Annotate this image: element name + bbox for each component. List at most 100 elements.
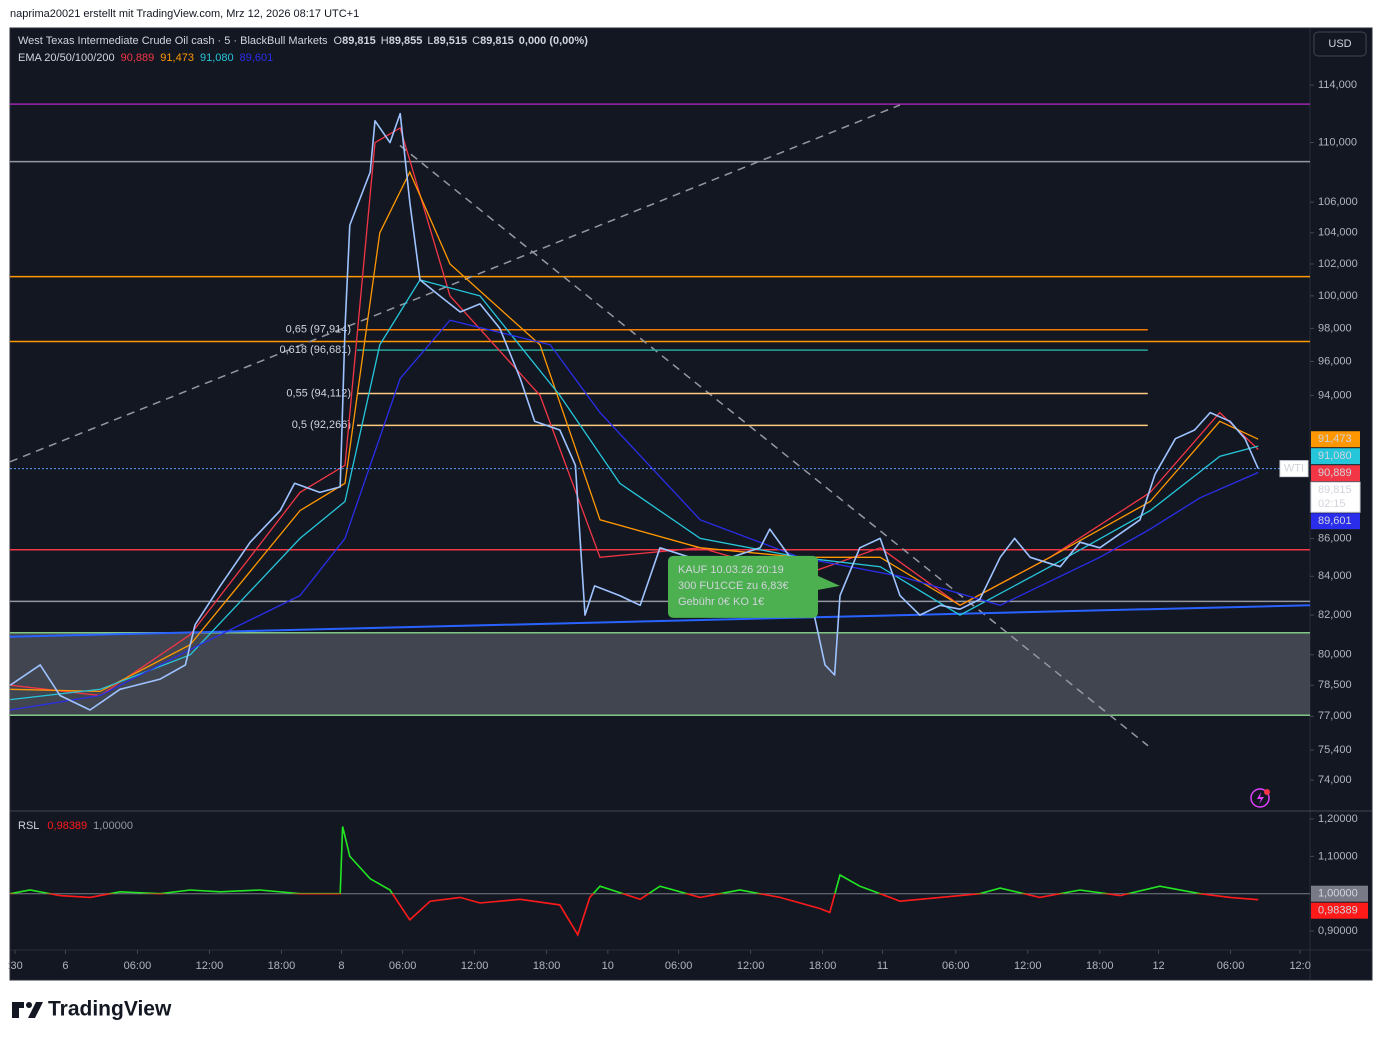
x-tick-label: :30	[7, 960, 22, 972]
indicator-name: EMA 20/50/100/200	[18, 52, 115, 64]
x-tick-label: 18:00	[809, 960, 837, 972]
y-tick-label: 80,000	[1318, 649, 1352, 661]
x-tick-label: 8	[338, 960, 344, 972]
annotation-text: 300 FU1CCE zu 6,83€	[678, 580, 789, 592]
rsl-value: 0,98389	[47, 820, 87, 832]
ema-line	[10, 127, 1259, 697]
price-tag	[1311, 513, 1360, 530]
ohlc-key: L	[427, 35, 433, 47]
x-tick-label: 06:00	[389, 960, 417, 972]
change: 0,000 (0,00%)	[519, 35, 588, 47]
trendline	[399, 144, 1149, 747]
alert-icon[interactable]	[1250, 788, 1270, 808]
ohlc-value: 89,815	[480, 35, 514, 47]
x-tick-label: 06:00	[665, 960, 693, 972]
rsl-name: RSL	[18, 820, 39, 832]
y-tick-label: 96,000	[1318, 355, 1352, 367]
y-tick-label: 84,000	[1318, 570, 1352, 582]
y-tick-label: 75,400	[1318, 744, 1352, 756]
symbol-label: WTI	[1284, 463, 1304, 475]
price-tag-label: 90,889	[1318, 467, 1352, 479]
rsl-line	[10, 826, 1259, 937]
x-tick-label: 6	[62, 960, 68, 972]
y-tick-label: 86,000	[1318, 532, 1352, 544]
rsl-tick-label: 1,20000	[1318, 813, 1358, 825]
ema-line	[10, 170, 1259, 693]
annotation-text: Gebühr 0€ KO 1€	[678, 596, 764, 608]
price-tag-label: 89,601	[1318, 515, 1352, 527]
ema-line	[10, 279, 1259, 701]
chart-frame	[9, 27, 1373, 981]
y-tick-label: 94,000	[1318, 389, 1352, 401]
y-tick-label: 104,000	[1318, 227, 1358, 239]
fib-label: 0,5 (92,266)	[292, 419, 351, 431]
countdown: 02:15	[1318, 498, 1346, 510]
last-price-tag	[1310, 481, 1361, 513]
y-tick-label: 106,000	[1318, 196, 1358, 208]
indicator-value: 91,473	[160, 52, 194, 64]
ohlc-key: H	[381, 35, 389, 47]
indicator-value: 91,080	[200, 52, 234, 64]
rsl-tick-label: 0,90000	[1318, 925, 1358, 937]
price-line	[10, 112, 1259, 711]
fib-label: 0,618 (96,681)	[279, 344, 351, 356]
price-tag	[1311, 448, 1360, 465]
x-tick-label: 06:00	[124, 960, 152, 972]
x-tick-label: 12:0	[1289, 960, 1310, 972]
rsl-value-tag-label: 0,98389	[1318, 905, 1358, 917]
symbol-tag	[1279, 460, 1309, 478]
brand: TradingView	[48, 998, 172, 1021]
indicator-value: 90,889	[121, 52, 155, 64]
x-tick-label: 18:00	[268, 960, 296, 972]
price-tag-label: 91,080	[1318, 450, 1352, 462]
plot-area: 0,65 (97,914) 0,618 (96,681) 0,55 (94,112)…	[10, 103, 1310, 747]
last-price-label: 89,815	[1318, 484, 1352, 496]
y-tick-label: 98,000	[1318, 322, 1352, 334]
x-tick-label: 10	[602, 960, 614, 972]
ohlc-key: C	[472, 35, 480, 47]
rsl-ref-value: 1,00000	[93, 820, 133, 832]
ohlc-value: 89,515	[434, 35, 468, 47]
legend-line: West Texas Intermediate Crude Oil cash ·…	[18, 35, 588, 47]
x-tick-label: 11	[877, 960, 888, 972]
x-tick-label: 12:00	[1014, 960, 1042, 972]
y-tick-label: 78,500	[1318, 679, 1352, 691]
price-tag	[1311, 465, 1360, 482]
ohlc-value: 89,855	[389, 35, 423, 47]
y-tick-label: 77,000	[1318, 710, 1352, 722]
x-tick-label: 12:00	[196, 960, 224, 972]
annotation-text: KAUF 10.03.26 20:19	[678, 564, 784, 576]
y-tick-label: 100,000	[1318, 290, 1358, 302]
x-tick-label: 18:00	[533, 960, 561, 972]
y-tick-label: 74,000	[1318, 774, 1352, 786]
price-tag-label: 91,473	[1318, 433, 1352, 445]
rsl-ref-tag-label: 1,00000	[1318, 888, 1358, 900]
annotation-bubble	[667, 555, 840, 618]
indicator-value: 89,601	[240, 52, 274, 64]
y-tick-label: 114,000	[1318, 79, 1357, 91]
x-tick-label: 12:00	[461, 960, 489, 972]
y-tick-label: 102,000	[1318, 258, 1358, 270]
rsl-value-tag	[1311, 902, 1368, 919]
trendline	[10, 104, 901, 463]
x-tick-label: 18:00	[1086, 960, 1114, 972]
ohlc-value: 89,815	[342, 35, 376, 47]
x-tick-label: 06:00	[1217, 960, 1245, 972]
currency-button[interactable]	[1313, 31, 1367, 57]
price-tag	[1311, 431, 1360, 448]
fib-label: 0,65 (97,914)	[286, 324, 351, 336]
rsl-tick-label: 1,10000	[1318, 850, 1358, 862]
rsl-pane	[10, 826, 1310, 937]
tradingview-logo	[12, 1002, 43, 1018]
ema-line	[10, 319, 1259, 711]
y-tick-label: 110,000	[1318, 136, 1357, 148]
x-tick-label: 12	[1152, 960, 1164, 972]
zone	[10, 632, 1310, 716]
rsl-legend: RSL 0,98389 1,00000	[18, 820, 133, 832]
currency-label: USD	[1328, 38, 1351, 50]
attribution: naprima20021 erstellt mit TradingView.co…	[10, 8, 359, 20]
axes-layer: 114,000 110,000 106,000 104,000 102,000 100,0…	[7, 79, 1368, 972]
rsl-ref-tag	[1311, 885, 1368, 902]
ohlc-key: O	[334, 35, 343, 47]
